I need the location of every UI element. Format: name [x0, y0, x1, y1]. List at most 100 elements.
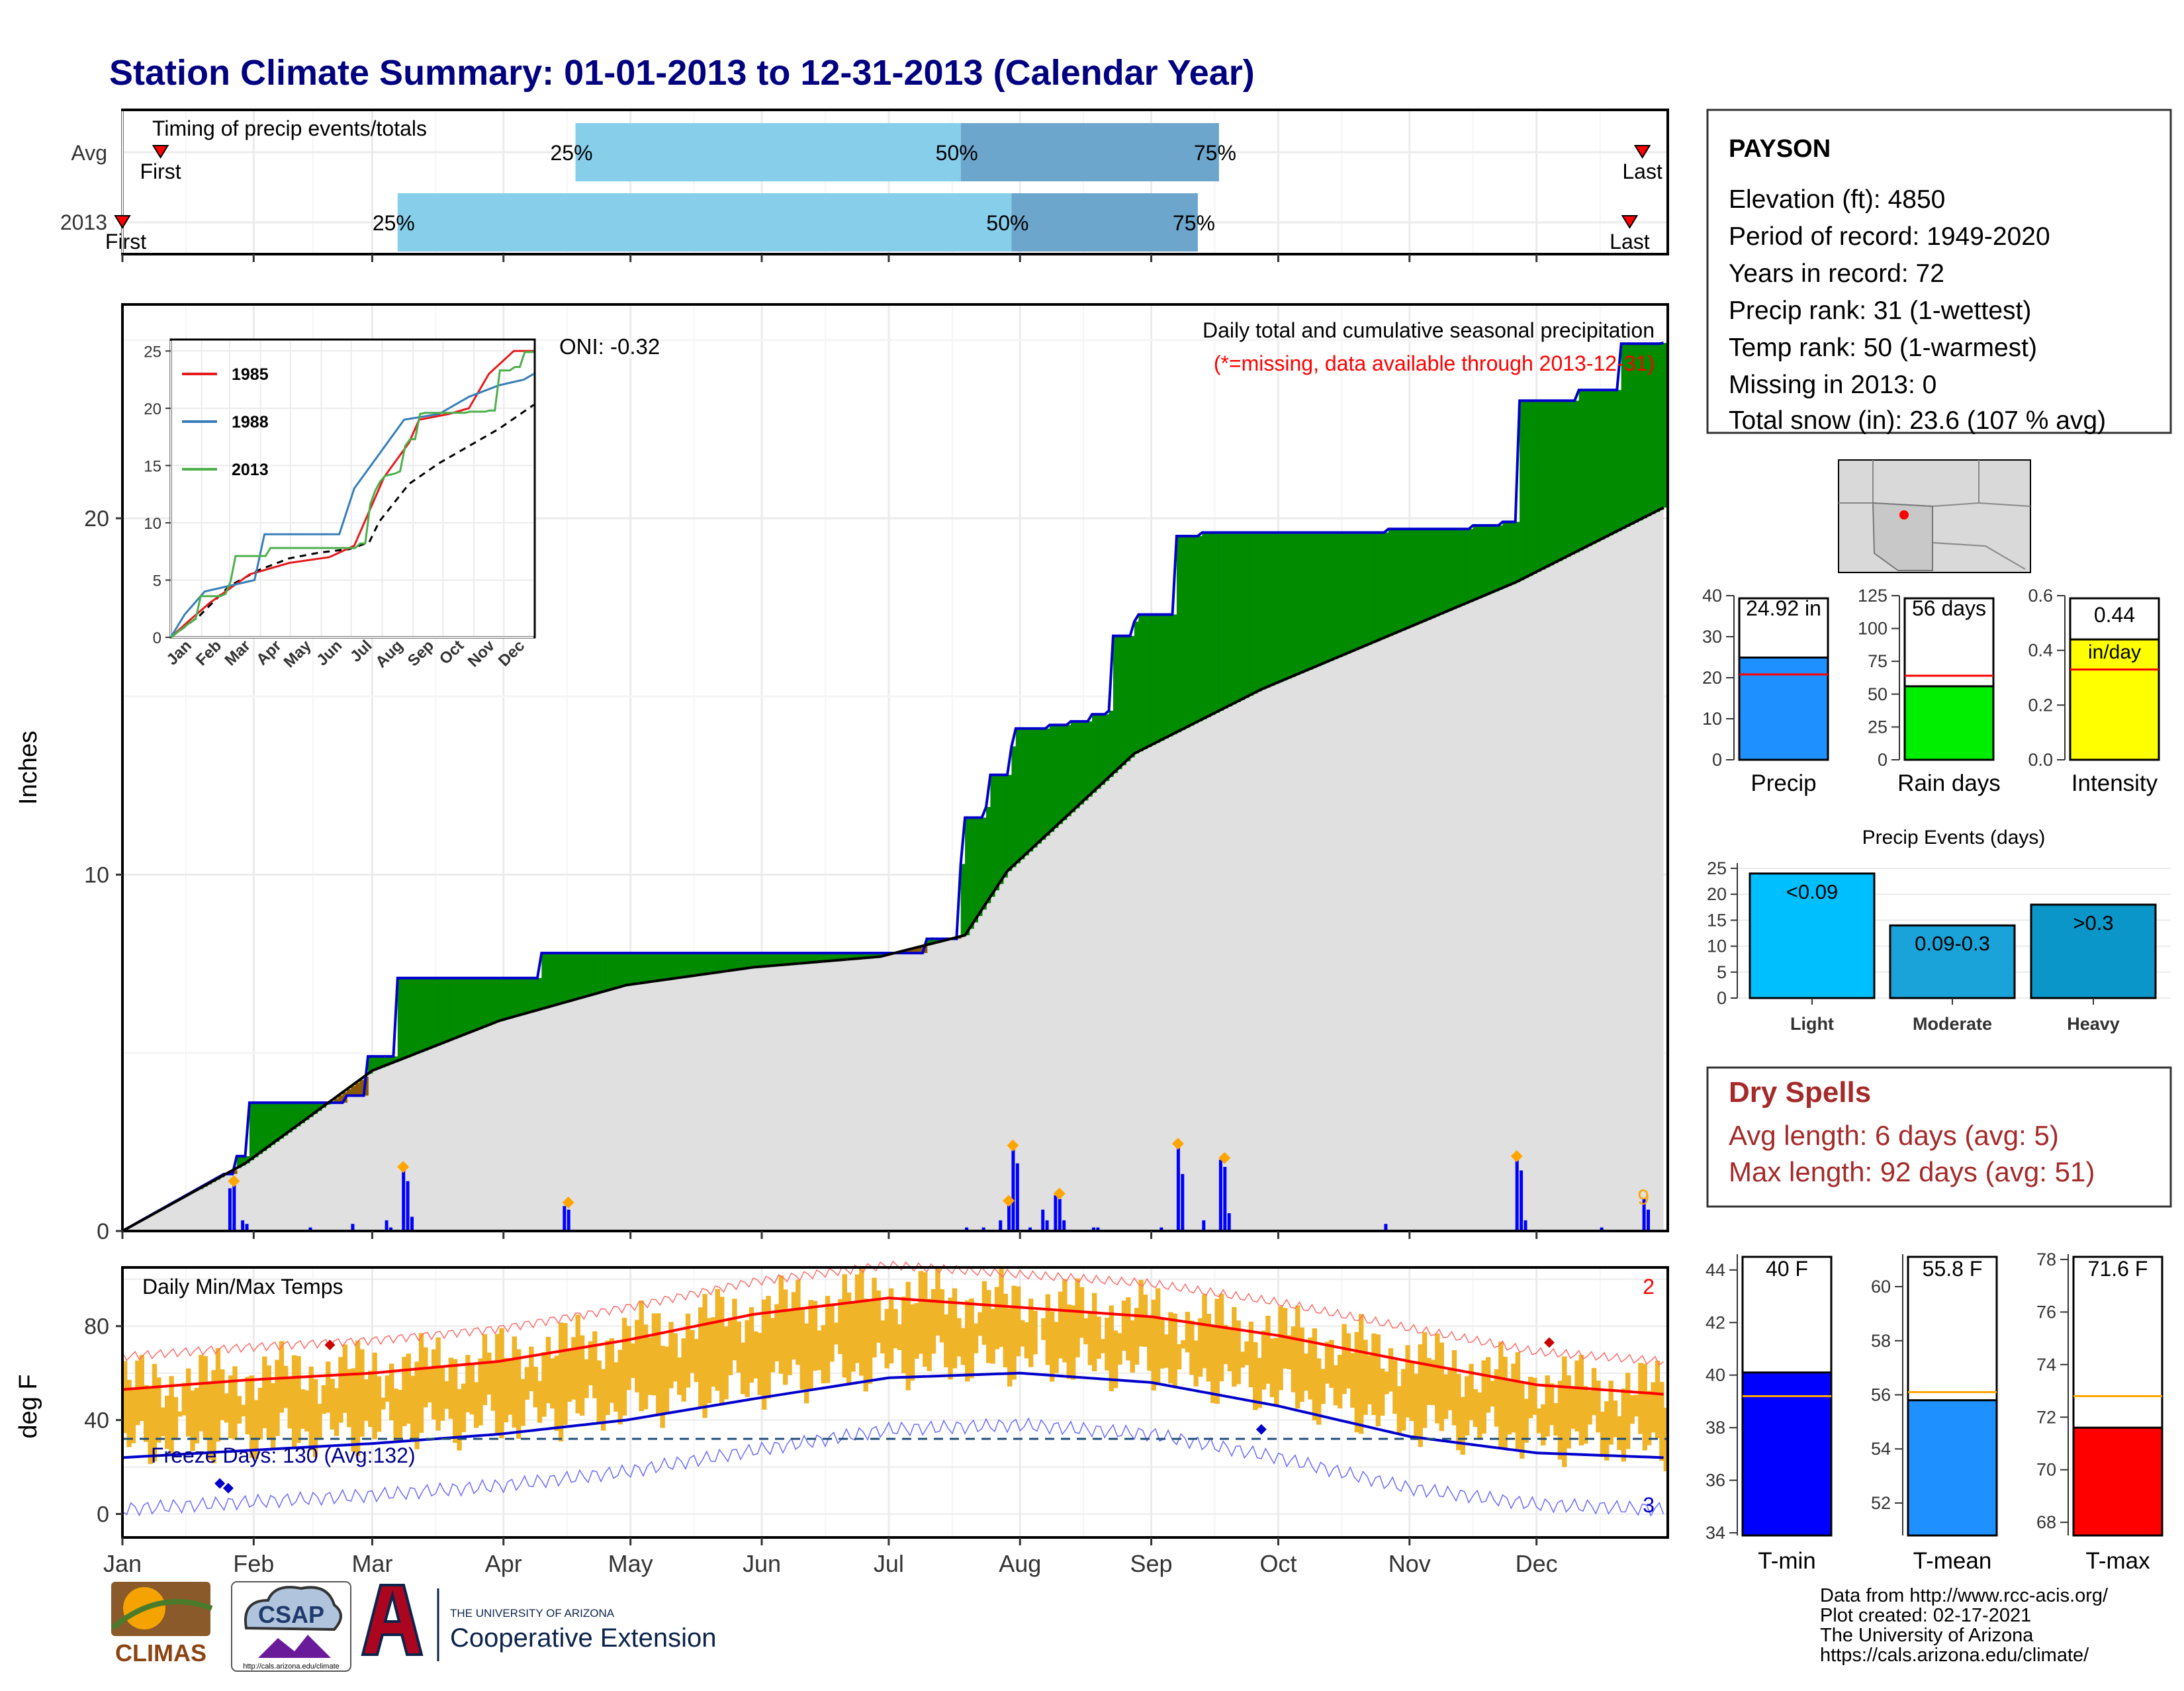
- above-normal-area: [652, 953, 657, 982]
- daily-temp-range-bar: [474, 1382, 478, 1428]
- daily-temp-range-bar: [872, 1278, 876, 1357]
- daily-temp-range-bar: [275, 1360, 279, 1436]
- dry-spells-box: Dry Spells Avg length: 6 days (avg: 5) M…: [1707, 1068, 2171, 1207]
- daily-temp-range-bar: [1143, 1295, 1148, 1347]
- daily-temp-range-bar: [1117, 1333, 1122, 1365]
- above-normal-area: [1253, 533, 1257, 694]
- above-normal-area: [1046, 729, 1050, 836]
- above-normal-area: [673, 953, 678, 979]
- daily-temp-range-bar: [1397, 1386, 1402, 1434]
- above-normal-area: [279, 1103, 284, 1138]
- daily-temp-range-bar: [948, 1298, 952, 1380]
- daily-temp-range-bar: [855, 1275, 860, 1363]
- daily-temp-range-bar: [588, 1342, 593, 1385]
- daily-temp-range-bar: [834, 1322, 839, 1344]
- inset-ytick-label: 15: [144, 457, 161, 475]
- above-normal-area: [596, 953, 601, 993]
- above-normal-area: [1503, 522, 1508, 588]
- daily-temp-range-bar: [334, 1388, 339, 1436]
- timing-label-25: 25%: [373, 211, 415, 235]
- temp-bar-value-label: 40 F: [1766, 1257, 1808, 1281]
- above-normal-area: [758, 953, 762, 967]
- daily-temp-range-bar: [525, 1367, 529, 1400]
- temp-count-bottom: 3: [1643, 1493, 1655, 1517]
- above-normal-area: [584, 953, 588, 997]
- daily-temp-range-bar: [1152, 1300, 1156, 1391]
- daily-temp-range-bar: [1194, 1340, 1199, 1386]
- above-normal-area: [1160, 614, 1164, 741]
- daily-temp-range-bar: [880, 1320, 885, 1353]
- above-normal-area: [1092, 714, 1097, 792]
- above-normal-area: [762, 953, 766, 966]
- precip-events-ytick-label: 15: [1707, 910, 1727, 930]
- daily-temp-range-bar: [737, 1322, 741, 1373]
- temp-bar-ytick-label: 70: [2036, 1460, 2056, 1480]
- daily-temp-range-bar: [1244, 1342, 1249, 1365]
- timing-label-50: 50%: [986, 211, 1028, 235]
- daily-temp-range-bar: [1058, 1292, 1063, 1359]
- above-normal-area: [1600, 390, 1605, 539]
- timing-title: Timing of precip events/totals: [152, 116, 427, 140]
- daily-temp-range-bar: [317, 1404, 322, 1438]
- daily-temp-range-bar: [1405, 1345, 1410, 1417]
- mini-bar-value-unit: in/day: [2088, 641, 2141, 663]
- timing-bar-50-75: [1011, 193, 1197, 251]
- daily-temp-range-bar: [1189, 1320, 1194, 1375]
- station-line-missing: Missing in 2013: 0: [1729, 371, 1936, 399]
- daily-temp-range-bar: [1384, 1371, 1388, 1394]
- mini-bar-category-label: Precip: [1751, 770, 1816, 796]
- station-location-marker: [1899, 510, 1909, 520]
- mini-bar-ytick-label: 0.6: [2028, 586, 2053, 606]
- daily-temp-range-bar: [1253, 1342, 1257, 1410]
- above-normal-area: [1147, 614, 1152, 747]
- daily-temp-range-bar: [1173, 1314, 1177, 1389]
- mini-bar-ytick-label: 100: [1858, 619, 1888, 639]
- daily-precip-bar: [1181, 1174, 1184, 1231]
- daily-temp-range-bar: [783, 1289, 788, 1385]
- temp-bar-category-label: T-max: [2085, 1548, 2150, 1574]
- above-normal-area: [1126, 636, 1130, 762]
- above-normal-area: [1511, 522, 1516, 584]
- inset-ytick-label: 5: [153, 572, 161, 590]
- daily-temp-range-bar: [1524, 1399, 1528, 1443]
- daily-temp-range-bar: [343, 1344, 347, 1412]
- above-normal-area: [779, 953, 784, 965]
- temp-bar-ytick-label: 72: [2036, 1407, 2056, 1427]
- above-normal-area: [533, 978, 538, 1011]
- above-normal-area: [626, 953, 631, 985]
- daily-temp-range-bar: [165, 1396, 169, 1449]
- daily-temp-range-bar: [461, 1384, 466, 1432]
- station-name: PAYSON: [1729, 135, 1831, 163]
- above-normal-area: [267, 1103, 271, 1148]
- daily-temp-range-bar: [728, 1318, 733, 1375]
- station-line-temp-rank: Temp rank: 50 (1-warmest): [1729, 334, 2037, 362]
- daily-temp-range-bar: [414, 1361, 419, 1449]
- daily-temp-range-bar: [410, 1376, 415, 1440]
- above-normal-area: [253, 1103, 258, 1157]
- daily-precip-bar: [1520, 1170, 1523, 1231]
- above-normal-area: [1583, 390, 1588, 548]
- above-normal-area: [1024, 729, 1029, 856]
- above-normal-area: [419, 978, 424, 1052]
- daily-temp-range-bar: [1346, 1334, 1351, 1389]
- above-normal-area: [766, 953, 770, 966]
- daily-temp-range-bar: [1473, 1389, 1478, 1427]
- daily-temp-range-bar: [322, 1385, 326, 1414]
- daily-temp-range-bar: [1295, 1306, 1300, 1409]
- above-normal-area: [453, 978, 457, 1039]
- daily-temp-range-bar: [1308, 1338, 1312, 1400]
- temp-bar-ytick-label: 74: [2036, 1355, 2056, 1375]
- above-normal-area: [1299, 533, 1304, 674]
- daily-temp-range-bar: [1587, 1391, 1592, 1424]
- daily-temp-range-bar: [694, 1339, 699, 1382]
- temp-ytick-label: 80: [84, 1314, 109, 1340]
- timing-bar-25-50: [576, 123, 961, 181]
- daily-temp-range-bar: [338, 1357, 343, 1422]
- daily-temp-range-bar: [956, 1318, 961, 1357]
- above-normal-area: [410, 978, 415, 1056]
- daily-precip-bar: [402, 1170, 405, 1231]
- above-normal-area: [1210, 533, 1215, 715]
